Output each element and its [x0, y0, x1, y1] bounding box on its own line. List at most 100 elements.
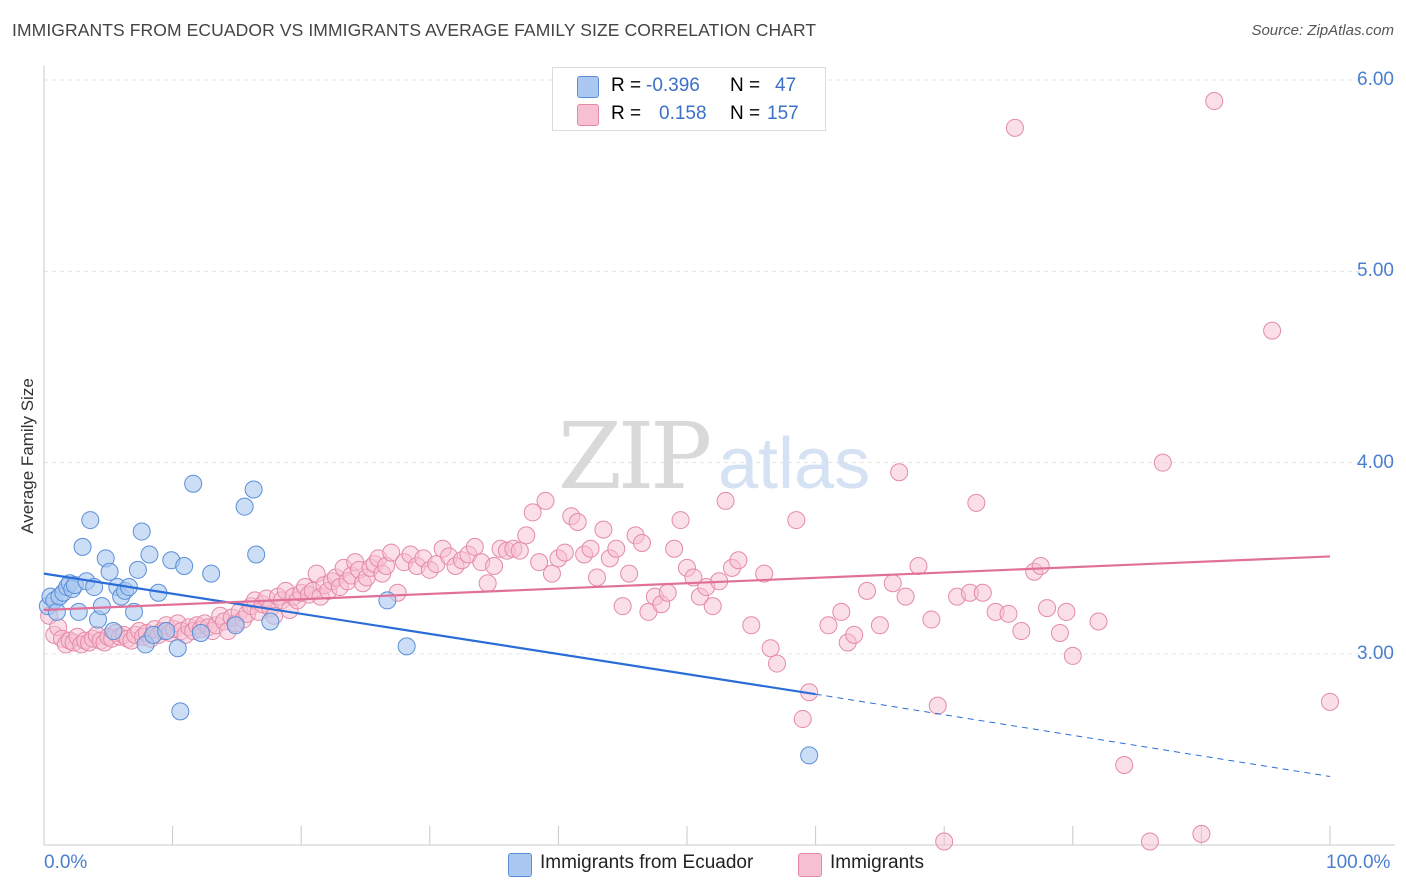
point-ecuador: [244, 480, 263, 499]
point-ecuador: [184, 474, 203, 493]
legend-r-label-2: R =: [611, 103, 642, 124]
point-immigrants: [928, 696, 947, 715]
point-immigrants: [632, 534, 651, 553]
bottom-legend-label-immigrants: Immigrants: [830, 852, 924, 873]
point-immigrants: [999, 604, 1018, 623]
point-ecuador: [140, 545, 159, 564]
point-ecuador: [202, 564, 221, 583]
trend-line-immigrants: [43, 555, 1331, 612]
x-tick-left: 0.0%: [44, 852, 88, 873]
point-immigrants: [523, 503, 542, 522]
point-immigrants: [1192, 824, 1211, 843]
legend-r-value-2: 0.158: [659, 103, 707, 124]
y-tick-label: 5.00: [1357, 260, 1394, 282]
point-ecuador: [800, 746, 819, 765]
point-immigrants: [703, 597, 722, 616]
point-ecuador: [132, 522, 151, 541]
point-immigrants: [896, 587, 915, 606]
point-immigrants: [768, 654, 787, 673]
legend-r-label-1: R =: [611, 75, 642, 96]
point-immigrants: [729, 551, 748, 570]
point-immigrants: [883, 574, 902, 593]
point-immigrants: [793, 710, 812, 729]
point-immigrants: [671, 511, 690, 530]
point-ecuador: [235, 497, 254, 516]
point-ecuador: [128, 560, 147, 579]
point-immigrants: [613, 597, 632, 616]
point-immigrants: [1005, 118, 1024, 137]
stats-legend: R = -0.396 N = 47 R = 0.158 N = 157: [552, 67, 826, 131]
point-immigrants: [909, 556, 928, 575]
legend-n-value-1: 47: [775, 75, 797, 96]
legend-n-label-2: N =: [730, 103, 761, 124]
y-axis-label: Average Family Size: [18, 378, 37, 534]
axes: [43, 66, 1395, 846]
point-immigrants: [1057, 602, 1076, 621]
x-tick-right: 100.0%: [1326, 852, 1391, 873]
point-immigrants: [581, 539, 600, 558]
point-ecuador: [247, 545, 266, 564]
point-ecuador: [73, 537, 92, 556]
point-ecuador: [104, 622, 123, 641]
point-ecuador: [69, 602, 88, 621]
point-ecuador: [47, 602, 66, 621]
watermark-zip: ZIP: [558, 403, 709, 510]
point-ecuador: [100, 562, 119, 581]
legend-n-value-2: 157: [767, 103, 799, 124]
y-tick-label: 6.00: [1357, 69, 1394, 90]
point-immigrants: [607, 539, 626, 558]
point-immigrants: [1050, 623, 1069, 642]
point-immigrants: [517, 526, 536, 545]
point-immigrants: [510, 541, 529, 560]
point-immigrants: [1012, 622, 1031, 641]
point-immigrants: [1115, 755, 1134, 774]
point-immigrants: [1205, 92, 1224, 111]
point-immigrants: [536, 491, 555, 510]
point-immigrants: [787, 511, 806, 530]
point-ecuador: [226, 616, 245, 635]
watermark: ZIP atlas: [558, 403, 870, 510]
point-immigrants: [922, 610, 941, 629]
point-immigrants: [832, 602, 851, 621]
point-immigrants: [973, 583, 992, 602]
bottom-legend-swatch-ecuador: [508, 853, 532, 877]
point-immigrants: [755, 564, 774, 583]
point-immigrants: [967, 493, 986, 512]
chart-title: IMMIGRANTS FROM ECUADOR VS IMMIGRANTS AV…: [12, 20, 817, 40]
point-immigrants: [1321, 692, 1339, 711]
gridlines: [44, 79, 1395, 655]
point-immigrants: [1063, 646, 1082, 665]
point-immigrants: [858, 581, 877, 600]
trend-lines: [43, 555, 1331, 777]
point-immigrants: [1031, 556, 1050, 575]
point-ecuador: [81, 511, 100, 530]
bottom-legend-label-ecuador: Immigrants from Ecuador: [540, 852, 754, 873]
trend-line-ecuador-extension: [815, 693, 1331, 777]
point-immigrants: [594, 520, 613, 539]
point-immigrants: [935, 832, 954, 851]
point-immigrants: [845, 625, 864, 644]
point-immigrants: [478, 574, 497, 593]
point-immigrants: [555, 543, 574, 562]
point-immigrants: [568, 512, 587, 531]
point-immigrants: [1089, 612, 1108, 631]
point-immigrants: [716, 491, 735, 510]
ecuador-points: [38, 474, 819, 765]
point-immigrants: [1263, 321, 1282, 340]
point-immigrants: [1038, 599, 1057, 618]
source-label: Source: ZipAtlas.com: [1251, 22, 1394, 39]
point-immigrants: [742, 616, 761, 635]
point-immigrants: [587, 568, 606, 587]
point-ecuador: [397, 637, 416, 656]
trend-line-ecuador: [43, 572, 816, 696]
bottom-legend: Immigrants from Ecuador Immigrants: [0, 850, 1406, 880]
point-immigrants: [761, 639, 780, 658]
point-ecuador: [157, 622, 176, 641]
point-immigrants: [658, 583, 677, 602]
legend-swatch-ecuador: [577, 76, 599, 98]
point-immigrants: [465, 537, 484, 556]
point-ecuador: [92, 597, 111, 616]
point-immigrants: [819, 616, 838, 635]
legend-swatch-immigrants: [577, 104, 599, 126]
